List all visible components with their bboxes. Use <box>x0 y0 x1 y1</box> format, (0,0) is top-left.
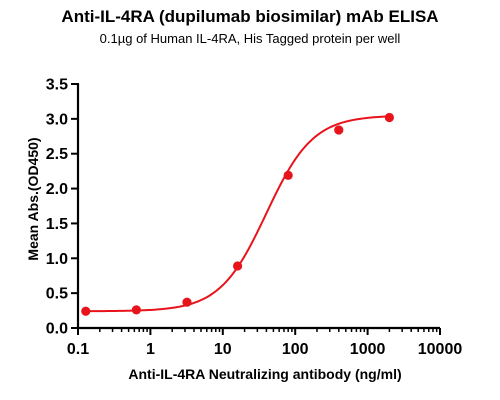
fit-curve <box>85 115 390 313</box>
chart-subtitle: 0.1µg of Human IL-4RA, His Tagged protei… <box>99 31 401 46</box>
chart-title: Anti-IL-4RA (dupilumab biosimilar) mAb E… <box>61 7 439 26</box>
y-tick-label: 2.5 <box>46 146 68 163</box>
y-tick-label: 2.0 <box>46 181 68 198</box>
data-point <box>232 261 243 271</box>
x-tick-label: 100 <box>282 341 309 358</box>
data-point <box>283 170 293 180</box>
x-tick-label: 10000 <box>418 341 463 358</box>
y-tick-label: 0.5 <box>46 286 68 303</box>
x-tick-label: 1000 <box>350 341 386 358</box>
y-axis-label: Mean Abs.(OD450) <box>25 137 41 261</box>
x-tick-label: 0.1 <box>67 341 89 358</box>
y-tick-label: 3.5 <box>46 77 68 94</box>
data-point <box>81 306 91 316</box>
y-tick-label: 0.0 <box>46 321 68 338</box>
data-point <box>131 305 141 315</box>
x-tick-label: 10 <box>214 341 232 358</box>
y-tick-label: 3.0 <box>46 111 68 128</box>
x-tick-label: 1 <box>146 341 155 358</box>
y-tick-label: 1.5 <box>46 216 68 233</box>
x-axis-label: Anti-IL-4RA Neutralizing antibody (ng/ml… <box>128 366 402 382</box>
y-tick-label: 1.0 <box>46 251 68 268</box>
data-point <box>334 125 344 135</box>
data-point <box>182 297 192 307</box>
data-point <box>384 112 394 123</box>
